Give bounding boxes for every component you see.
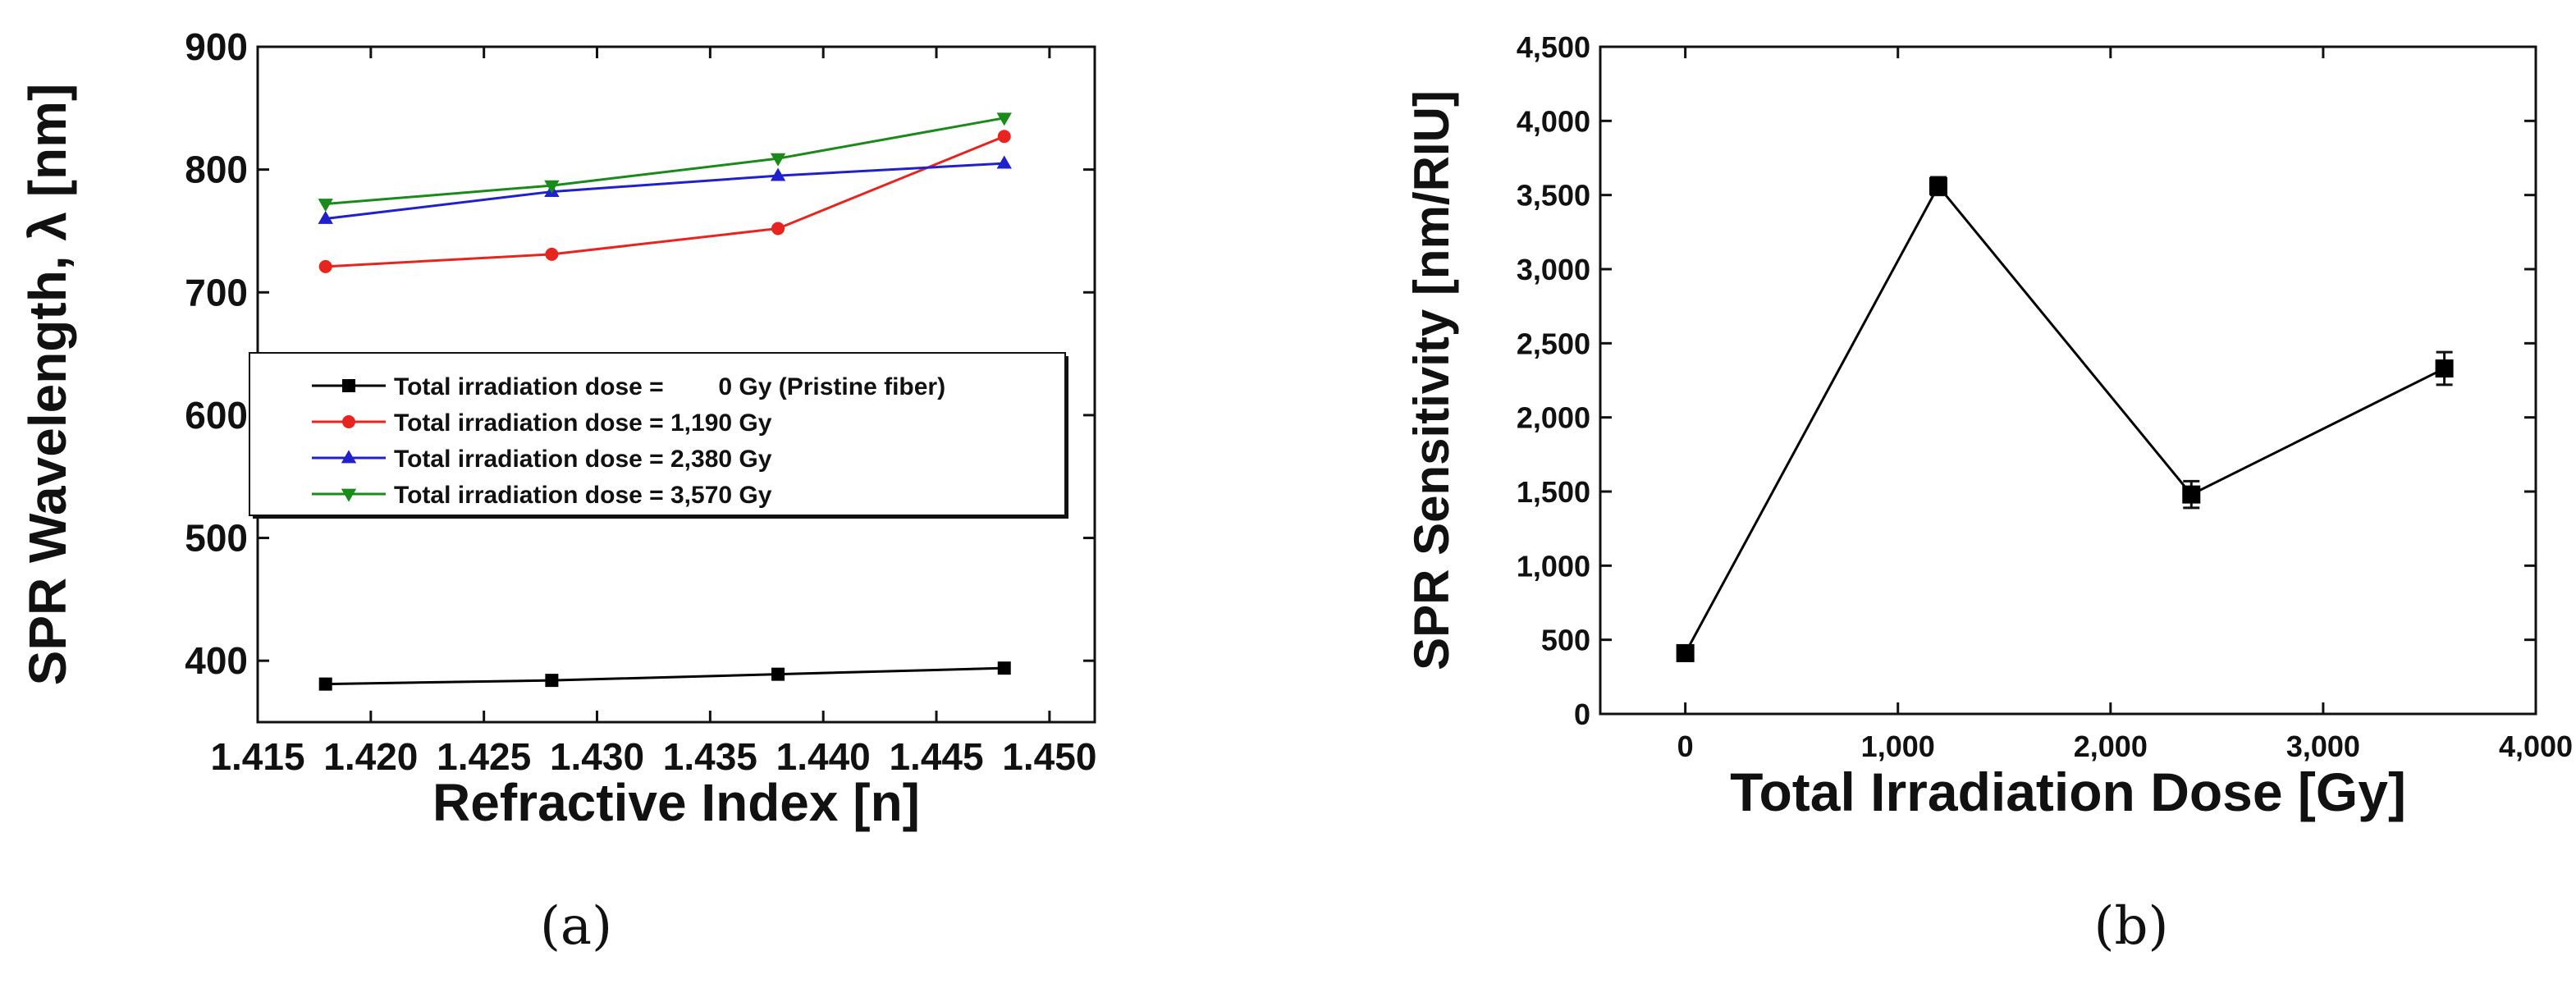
data-point: [771, 222, 785, 236]
series-0: [1676, 176, 2454, 662]
legend-label: Total irradiation dose = 1,190 Gy: [394, 409, 772, 437]
y-tick-label: 4,000: [1517, 104, 1590, 138]
data-point: [996, 155, 1012, 169]
y-tick-label: 3,500: [1517, 179, 1590, 213]
y-tick-label: 500: [1541, 624, 1590, 657]
data-point: [771, 667, 785, 681]
data-point: [770, 167, 786, 181]
y-tick-label: 1,500: [1517, 475, 1590, 509]
x-tick-label: 1.425: [437, 735, 531, 778]
data-point: [318, 210, 333, 224]
y-axis-title: SPR Sensitivity [nm/RIU]: [1404, 90, 1459, 670]
x-tick-label: 1.445: [889, 735, 983, 778]
x-tick-label: 4,000: [2499, 730, 2573, 763]
series-line: [325, 666, 1004, 686]
data-point: [545, 674, 559, 688]
y-tick-label: 2,500: [1517, 327, 1590, 360]
data-point: [2435, 359, 2454, 378]
legend-label: Total irradiation dose = 2,380 Gy: [394, 446, 772, 473]
y-tick-label: 3,000: [1517, 253, 1590, 286]
data-point: [544, 180, 560, 194]
x-tick-label: 2,000: [2074, 730, 2148, 763]
y-tick-label: 900: [185, 25, 248, 68]
y-tick-label: 4,500: [1517, 30, 1590, 64]
series-3: [318, 112, 1012, 213]
x-tick-label: 3,000: [2286, 730, 2360, 763]
data-point: [996, 112, 1012, 126]
data-point: [770, 153, 786, 167]
series-2: [318, 155, 1012, 224]
series-line: [325, 135, 1005, 268]
y-tick-label: 2,000: [1517, 401, 1590, 435]
x-tick-label: 1,000: [1861, 730, 1935, 763]
y-tick-label: 0: [1574, 698, 1590, 731]
series-0: [318, 661, 1011, 691]
data-point: [1676, 643, 1695, 662]
legend-marker: [342, 415, 355, 428]
series-line: [325, 162, 1004, 220]
data-point: [2182, 485, 2201, 504]
series-1: [318, 130, 1011, 273]
y-tick-label: 400: [185, 639, 248, 682]
x-axis-title: Refractive Index [n]: [432, 773, 920, 832]
series-line: [1684, 184, 2446, 654]
chart-b: 0 500 1,000 1,500 2,000 2,500 3,000 3,500 4,000 4…: [1404, 30, 2573, 957]
data-point: [318, 259, 332, 273]
y-axis-title: SPR Wavelength, λ [nm]: [18, 84, 77, 686]
data-point: [997, 130, 1011, 144]
y-tick-label: 700: [185, 271, 248, 313]
data-point: [997, 661, 1011, 675]
x-tick-label: 1.420: [323, 735, 418, 778]
legend-label: Total irradiation dose = 0 Gy (Pristine …: [394, 373, 945, 400]
x-axis-title: Total Irradiation Dose [Gy]: [1730, 762, 2406, 822]
legend-marker: [341, 488, 357, 502]
x-tick-label: 0: [1677, 730, 1694, 763]
legend-label: Total irradiation dose = 3,570 Gy: [394, 482, 772, 509]
data-point: [318, 677, 332, 691]
legend: Total irradiation dose = 0 Gy (Pristine …: [249, 352, 1068, 519]
x-tick-label: 1.430: [550, 735, 644, 778]
legend-marker: [342, 379, 355, 392]
x-tick-label: 1.435: [663, 735, 757, 778]
y-tick-label: 800: [185, 149, 248, 191]
chart-a: 400 500 600 700 800 900 1.415 1.420 1.425 1.430 1.…: [18, 25, 1096, 957]
panel-label: (a): [540, 896, 612, 957]
x-tick-label: 1.440: [776, 735, 871, 778]
series-line: [325, 117, 1004, 206]
plot-frame: [1599, 45, 2537, 716]
y-tick-label: 600: [185, 394, 248, 437]
x-tick-label: 1.415: [210, 735, 304, 778]
data-point: [1929, 176, 1947, 195]
legend-box: [249, 352, 1066, 516]
y-tick-label: 1,000: [1517, 549, 1590, 583]
legend-marker: [341, 450, 357, 464]
panel-label: (b): [2094, 896, 2169, 957]
data-point: [318, 199, 333, 213]
x-tick-label: 1.450: [1002, 735, 1096, 778]
data-point: [545, 247, 559, 261]
y-tick-label: 500: [185, 517, 248, 560]
